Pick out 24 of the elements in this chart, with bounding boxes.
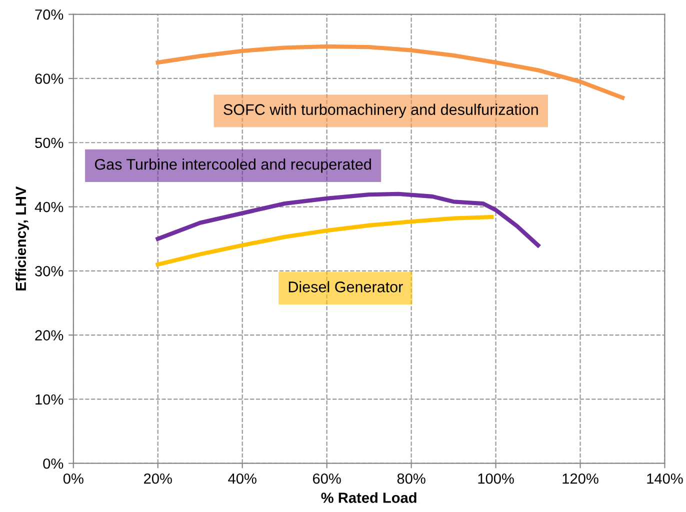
- y-tick-label: 50%: [35, 138, 64, 148]
- y-tick-label: 10%: [36, 394, 64, 405]
- line-series: [156, 192, 540, 248]
- y-tick-label: 20%: [35, 330, 64, 340]
- series-label: Gas Turbine intercooled and recuperated: [94, 158, 371, 173]
- y-tick-label: 0%: [43, 458, 64, 469]
- x-tick-label: 100%: [478, 473, 514, 484]
- text: SOFC with turbomachinery and desulfurization: [224, 104, 538, 118]
- x-tick-label: 120%: [562, 473, 598, 484]
- text: Diesel Generator: [288, 281, 403, 292]
- x-tick-label: 140%: [647, 473, 683, 484]
- line-series: [156, 214, 494, 267]
- y-tick-label: 70%: [35, 9, 64, 20]
- y-tick-label: 30%: [35, 266, 64, 276]
- x-tick-label: 0%: [63, 473, 84, 484]
- y-axis-title: Efficiency, LHV: [15, 186, 29, 290]
- x-axis-title: % Rated Load: [321, 492, 416, 503]
- x-tick-label: 20%: [144, 473, 172, 484]
- line-series: [156, 44, 625, 100]
- x-tick-label: 40%: [228, 473, 256, 484]
- x-tick-label: 60%: [312, 473, 341, 484]
- y-tick-label: 40%: [34, 202, 64, 212]
- x-tick-label: 80%: [397, 473, 426, 484]
- y-tick-label: 60%: [35, 74, 64, 84]
